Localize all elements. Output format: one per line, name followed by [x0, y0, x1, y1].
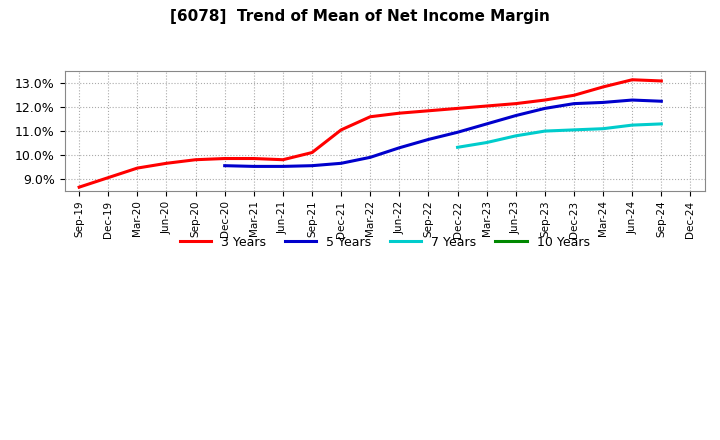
- Legend: 3 Years, 5 Years, 7 Years, 10 Years: 3 Years, 5 Years, 7 Years, 10 Years: [175, 231, 595, 254]
- Text: [6078]  Trend of Mean of Net Income Margin: [6078] Trend of Mean of Net Income Margi…: [170, 9, 550, 24]
